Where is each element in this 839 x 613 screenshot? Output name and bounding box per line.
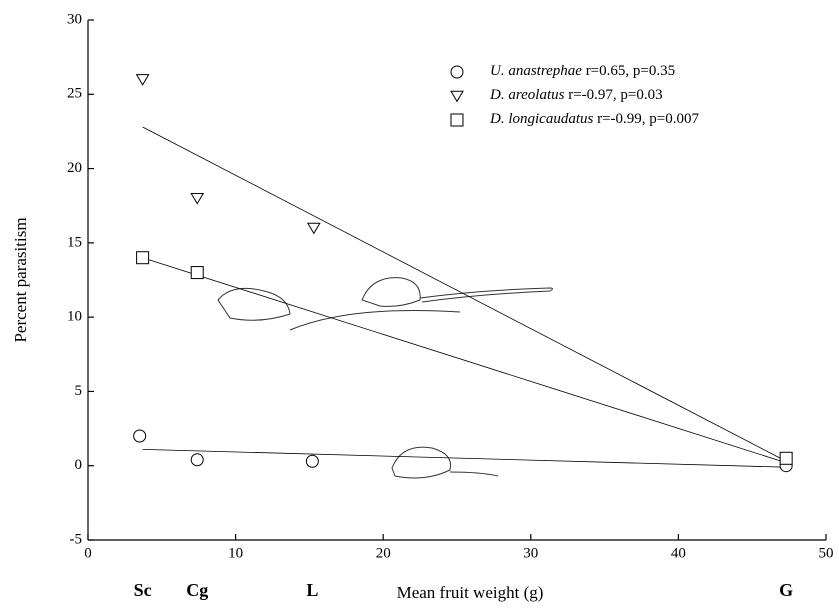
legend-entry: U. anastrephae r=0.65, p=0.35 [490,63,675,79]
point [133,429,147,443]
y-tick-label: 20 [67,160,82,176]
y-tick-label: 5 [75,383,83,399]
x-tick-label: 20 [376,545,391,561]
y-tick-label: -5 [70,531,83,547]
point [306,222,321,235]
fit-line [142,448,787,468]
fruit-label: Sc [134,580,152,600]
point [135,74,150,86]
y-tick-label: 30 [67,11,82,27]
legend-symbol [450,113,464,127]
fruit-label: G [779,580,793,600]
x-axis-label: Mean fruit weight (g) [397,583,544,602]
legend-stats: r=-0.99, p=0.007 [597,111,699,127]
legend-entry: D. longicaudatus r=-0.99, p=0.007 [489,111,700,127]
point [305,454,319,468]
point [136,251,150,265]
legend-name: D. longicaudatus [489,111,593,127]
point [190,266,204,280]
point [190,192,205,205]
fit-line [142,126,787,462]
x-tick-label: 30 [523,545,538,561]
legend-stats: r=0.65, p=0.35 [586,63,675,79]
y-tick-label: 25 [67,86,82,102]
fit-line [142,257,787,464]
wasp-illustrations [217,277,553,479]
legend-name: U. anastrephae [490,63,582,79]
legend-name: D. areolatus [489,87,565,103]
point [779,451,793,465]
y-tick-label: 0 [75,457,83,473]
y-axis-label: Percent parasitism [11,217,30,342]
x-tick-label: 40 [671,545,686,561]
y-tick-label: 15 [67,234,82,250]
legend-entry: D. areolatus r=-0.97, p=0.03 [489,87,663,103]
point [190,453,204,467]
x-tick-label: 0 [84,545,92,561]
x-tick-label: 50 [819,545,834,561]
fruit-label: Cg [186,580,208,600]
y-tick-label: 10 [67,309,82,325]
x-tick-label: 10 [228,545,243,561]
fruit-label: L [306,580,318,600]
legend-symbol [450,65,464,79]
legend-stats: r=-0.97, p=0.03 [568,87,662,103]
legend-symbol [450,90,464,103]
